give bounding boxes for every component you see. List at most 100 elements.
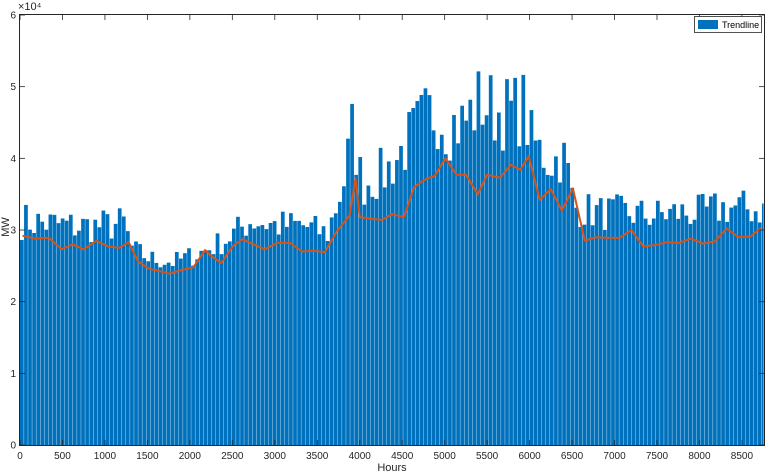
bar bbox=[191, 265, 195, 445]
bar bbox=[350, 103, 354, 445]
bar bbox=[607, 198, 611, 445]
bar bbox=[231, 228, 236, 445]
y-axis: 0 1 2 3 4 5 6 bbox=[10, 11, 764, 452]
bar bbox=[81, 218, 85, 445]
bar bbox=[386, 161, 391, 445]
bar bbox=[329, 217, 334, 445]
bar-series bbox=[20, 71, 764, 446]
bar bbox=[358, 157, 363, 446]
bar bbox=[187, 248, 191, 445]
bar bbox=[342, 186, 346, 445]
bar bbox=[313, 215, 318, 445]
x-tick-label: 0 bbox=[17, 451, 23, 462]
bar bbox=[737, 197, 742, 445]
bar bbox=[488, 75, 493, 445]
plot-frame bbox=[19, 14, 765, 446]
bar bbox=[439, 134, 444, 446]
bar bbox=[346, 138, 350, 446]
bar bbox=[476, 71, 481, 445]
legend: Trendline bbox=[694, 16, 762, 33]
bar bbox=[289, 213, 293, 445]
bar bbox=[537, 139, 542, 445]
bar bbox=[480, 124, 485, 446]
x-tick-label: 8500 bbox=[731, 451, 754, 462]
bar bbox=[509, 100, 513, 445]
bar bbox=[411, 108, 416, 446]
legend-label: Trendline bbox=[722, 20, 759, 30]
x-tick-label: 3500 bbox=[306, 451, 329, 462]
bar bbox=[36, 213, 41, 445]
bar bbox=[101, 210, 106, 445]
x-tick-label: 500 bbox=[54, 451, 71, 462]
bar bbox=[366, 185, 371, 445]
bar bbox=[525, 144, 530, 445]
bar bbox=[301, 225, 306, 445]
bar bbox=[113, 223, 118, 445]
bar bbox=[680, 204, 685, 445]
bar bbox=[676, 218, 681, 445]
bar bbox=[146, 261, 151, 445]
x-tick-label: 1000 bbox=[94, 451, 117, 462]
bar bbox=[395, 160, 399, 446]
bar bbox=[753, 211, 758, 445]
bar bbox=[260, 225, 265, 445]
bar bbox=[574, 207, 579, 445]
bar bbox=[85, 219, 89, 445]
bar bbox=[443, 154, 448, 446]
bar bbox=[64, 220, 69, 445]
bar bbox=[700, 194, 705, 445]
bar bbox=[721, 202, 725, 445]
trend-line bbox=[22, 155, 763, 275]
bar bbox=[713, 193, 717, 445]
bar bbox=[419, 94, 424, 446]
bar bbox=[427, 95, 432, 445]
bar bbox=[717, 220, 721, 445]
y-tick-label: 4 bbox=[10, 154, 16, 165]
bar bbox=[533, 140, 538, 445]
bar bbox=[52, 214, 57, 445]
y-axis-label: MW bbox=[0, 217, 12, 237]
bar bbox=[468, 99, 473, 446]
bar bbox=[582, 224, 587, 445]
bar bbox=[460, 105, 465, 446]
bar bbox=[178, 258, 183, 445]
bar bbox=[125, 231, 130, 445]
x-tick-label: 7000 bbox=[603, 451, 626, 462]
bar bbox=[602, 229, 607, 445]
bar bbox=[725, 221, 729, 445]
bar bbox=[264, 229, 269, 445]
bar bbox=[227, 241, 232, 445]
bar bbox=[203, 250, 208, 445]
bar bbox=[207, 250, 212, 445]
bar bbox=[142, 258, 147, 445]
bar bbox=[170, 265, 175, 445]
bar bbox=[121, 216, 126, 445]
bar bbox=[505, 79, 509, 446]
bar bbox=[704, 206, 709, 445]
bar bbox=[664, 219, 668, 445]
bar bbox=[321, 226, 326, 445]
bar bbox=[456, 143, 460, 445]
y-tick-label: 5 bbox=[10, 82, 16, 93]
bar bbox=[407, 112, 412, 445]
bar bbox=[174, 251, 179, 445]
bar bbox=[252, 228, 257, 445]
bar bbox=[370, 196, 375, 445]
bar bbox=[56, 223, 61, 445]
bar bbox=[77, 230, 81, 445]
bar bbox=[154, 262, 159, 445]
bar bbox=[619, 195, 624, 445]
bar bbox=[73, 235, 77, 445]
bar bbox=[733, 205, 738, 445]
bar bbox=[431, 130, 436, 445]
bar bbox=[708, 196, 713, 445]
bar bbox=[423, 88, 428, 446]
bar bbox=[248, 224, 253, 445]
bar bbox=[297, 220, 301, 445]
bar bbox=[280, 211, 285, 445]
bar bbox=[223, 243, 228, 445]
x-tick-label: 6500 bbox=[561, 451, 584, 462]
bar bbox=[594, 205, 599, 445]
bar bbox=[44, 229, 49, 445]
bar bbox=[240, 226, 244, 445]
